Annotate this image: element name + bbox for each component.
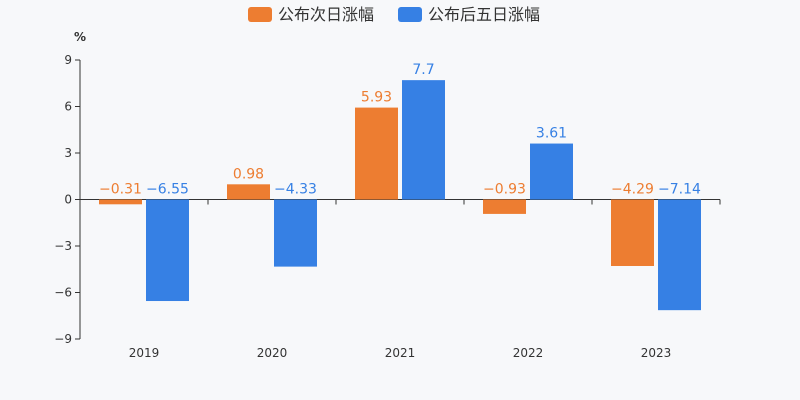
data-label-series-1: −0.31 (99, 182, 142, 198)
bar-series-1 (227, 184, 270, 200)
bar-series-1 (99, 199, 142, 205)
data-label-series-1: −4.29 (611, 182, 654, 198)
x-tick-label: 2023 (641, 346, 672, 360)
bar-series-2 (402, 80, 445, 200)
data-label-series-2: −7.14 (658, 182, 701, 198)
data-label-series-1: −0.93 (483, 182, 526, 198)
y-axis-unit: % (74, 30, 86, 44)
y-tick-label: 9 (64, 53, 72, 67)
data-label-series-1: 5.93 (361, 90, 392, 106)
data-label-series-2: −4.33 (274, 182, 317, 198)
bar-series-2 (146, 199, 189, 302)
data-labels: −0.31 −6.55 0.98 −4.33 5.93 7.7 −0.93 3.61 −4.29… (99, 62, 701, 197)
bar-series-1 (483, 199, 526, 214)
x-tick-label: 2020 (257, 346, 288, 360)
bars (99, 80, 701, 311)
x-tick-label: 2022 (513, 346, 544, 360)
data-label-series-2: 7.7 (412, 62, 434, 78)
data-label-series-2: −6.55 (146, 182, 189, 198)
y-tick-label: 3 (64, 146, 72, 160)
legend-swatch-series-1 (248, 7, 272, 22)
legend-label-series-1: 公布次日涨幅 (278, 5, 374, 24)
bar-series-2 (530, 143, 573, 200)
legend: 公布次日涨幅 公布后五日涨幅 (248, 5, 540, 24)
y-tick-label: −6 (54, 286, 72, 300)
bar-series-2 (658, 199, 701, 311)
x-tick-label: 2019 (129, 346, 160, 360)
data-label-series-1: 0.98 (233, 166, 264, 182)
y-tick-label: −9 (54, 332, 72, 346)
data-label-series-2: 3.61 (536, 126, 567, 142)
bar-series-1 (355, 107, 398, 200)
legend-swatch-series-2 (398, 7, 422, 22)
y-tick-label: −3 (54, 239, 72, 253)
x-tick-label: 2021 (385, 346, 416, 360)
y-tick-label: 6 (64, 100, 72, 114)
bar-series-2 (274, 199, 317, 267)
y-tick-label: 0 (64, 193, 72, 207)
legend-label-series-2: 公布后五日涨幅 (428, 5, 540, 24)
bar-series-1 (611, 199, 654, 266)
